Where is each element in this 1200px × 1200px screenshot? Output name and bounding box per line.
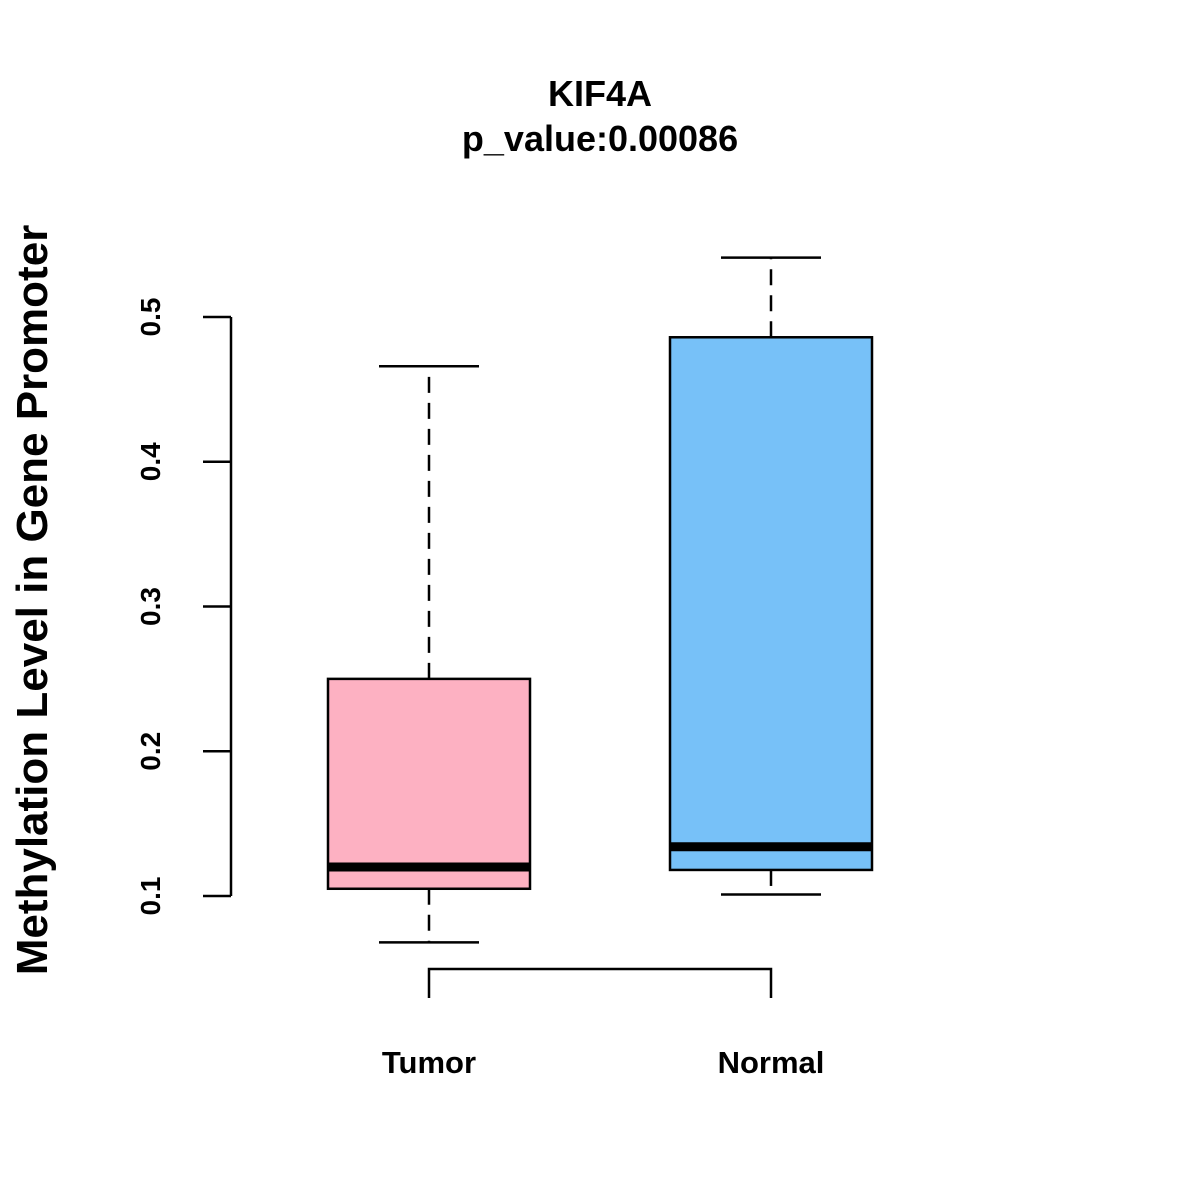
y-tick-label: 0.4 bbox=[135, 442, 166, 481]
category-label-tumor: Tumor bbox=[382, 1045, 476, 1080]
y-tick-label: 0.1 bbox=[135, 877, 166, 916]
boxes bbox=[326, 256, 874, 944]
box-tumor bbox=[326, 364, 532, 944]
y-tick-label: 0.2 bbox=[135, 732, 166, 771]
chart-subtitle: p_value:0.00086 bbox=[462, 118, 738, 159]
category-labels: Tumor Normal bbox=[382, 1045, 824, 1080]
chart-title: KIF4A bbox=[548, 73, 652, 114]
y-axis-label: Methylation Level in Gene Promoter bbox=[8, 225, 57, 976]
box-normal bbox=[668, 256, 874, 896]
y-axis: 0.1 0.2 0.3 0.4 0.5 bbox=[135, 298, 233, 916]
bracket-line bbox=[427, 967, 773, 998]
category-label-normal: Normal bbox=[718, 1045, 825, 1080]
iqr-box bbox=[668, 336, 874, 872]
y-tick-label: 0.5 bbox=[135, 298, 166, 337]
y-tick-label: 0.3 bbox=[135, 587, 166, 626]
iqr-box bbox=[326, 677, 532, 891]
comparison-bracket bbox=[427, 967, 773, 998]
